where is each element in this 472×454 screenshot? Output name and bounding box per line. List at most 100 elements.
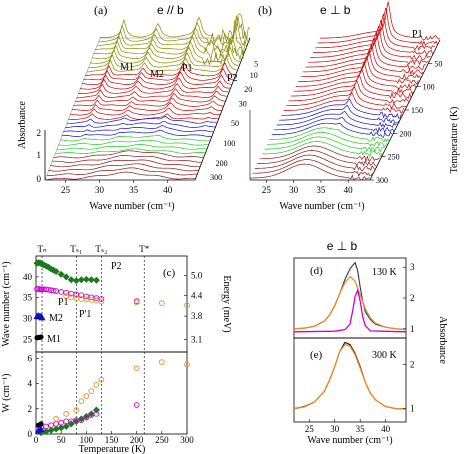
panel-a-spectrum-line <box>73 97 224 107</box>
data-point <box>38 313 46 321</box>
peak-label-p2: P2 <box>227 73 238 84</box>
data-point <box>93 410 100 417</box>
panel-b-spectrum-line <box>310 26 431 61</box>
panel-b-spectrum-line <box>262 141 383 158</box>
data-point <box>58 419 65 426</box>
data-point <box>83 296 90 303</box>
series-label-m2: M2 <box>49 313 63 324</box>
data-point <box>42 427 50 435</box>
panel-a-spectrum-line <box>76 88 227 99</box>
panel-b-spectrum-line <box>271 122 392 138</box>
panel-a-spectra <box>44 13 251 181</box>
panel-a-spectrum-line <box>46 167 197 176</box>
series-label-p1prime: P'1 <box>79 309 91 320</box>
data-point <box>133 365 140 372</box>
panel-a-spectrum-line <box>81 71 232 85</box>
panel-c-top-ytick: 40 <box>23 272 33 282</box>
panel-a-spectrum-line <box>88 51 239 69</box>
data-point <box>38 421 44 427</box>
panel-c-bottom-points <box>35 359 190 437</box>
data-point <box>83 393 90 400</box>
panel-b-label: (b) <box>258 3 272 17</box>
panel-b-spectrum-line <box>269 127 390 143</box>
panel-a-spectrum-line <box>78 83 229 94</box>
panel-b-temp-tick-250: 250 <box>388 153 400 162</box>
data-point <box>98 296 105 302</box>
panel-c-ylabel-right: Energy (meV) <box>221 275 232 332</box>
panel-e-ytick: 2 <box>410 360 415 370</box>
series-label-p2: P2 <box>111 261 122 272</box>
panel-c-right-ytick: 5.0 <box>191 271 203 281</box>
panel-b-spectrum-line <box>293 67 414 95</box>
panel-b-spectrum-line <box>279 104 400 124</box>
panel-b-spectrum-line <box>252 159 373 177</box>
data-point <box>82 275 90 283</box>
transition-label: T* <box>139 244 149 254</box>
panel-b-spectrum-line <box>305 37 426 70</box>
data-point <box>62 422 70 430</box>
panel-a-temp-tick-20: 20 <box>244 85 252 94</box>
panel-a-spectrum-line <box>89 45 241 64</box>
series-label-p1: P1 <box>58 297 69 308</box>
panel-b-xticks: 25 30 35 40 <box>262 180 353 195</box>
data-point <box>52 425 60 433</box>
data-point <box>78 417 85 423</box>
panel-a-spectrum-line <box>98 16 249 46</box>
data-point <box>92 276 100 284</box>
panel-a-spectrum-line <box>59 135 211 142</box>
panel-de-xtick: 30 <box>330 424 340 434</box>
data-point <box>62 273 70 281</box>
panel-a-spectrum-line <box>53 150 204 159</box>
panel-a-temp-tick-50: 50 <box>231 119 239 128</box>
panel-b-spectrum-line <box>250 163 371 181</box>
data-point <box>78 398 85 405</box>
transition-label: Tₙ <box>37 244 46 254</box>
panel-d-spectra <box>293 261 407 333</box>
panel-b-spectrum-line <box>291 73 412 100</box>
panel-b-temp-tick-50: 50 <box>434 59 442 68</box>
data-point <box>88 412 95 418</box>
panel-c-top-ticks: Tₙ Tₛ₁ Tₛ₂ T* <box>37 244 149 254</box>
panel-b-title: e ⊥ b <box>320 3 351 17</box>
panel-c-top-ytick: 30 <box>23 314 33 324</box>
panel-a-spectrum-line <box>66 115 217 125</box>
data-point <box>87 410 95 418</box>
panel-b-temp-ticks: 50 100 150 200 250 300 <box>370 59 442 185</box>
panel-d-temp: 130 K <box>372 267 398 278</box>
data-point <box>83 414 90 421</box>
panel-b-temp-tick-200: 200 <box>399 129 411 138</box>
panel-e-temp: 300 K <box>372 350 398 361</box>
data-point <box>93 381 100 388</box>
panel-a-xtick-25: 25 <box>61 185 71 195</box>
panel-a-spectrum-line <box>69 107 221 116</box>
panel-a-ytick-2: 2 <box>37 128 42 138</box>
data-point <box>88 388 95 394</box>
panel-a-spectrum-line <box>83 66 234 81</box>
panel-b-spectrum-line <box>315 13 436 51</box>
panel-c-xtick: 150 <box>105 435 119 445</box>
data-point <box>43 423 49 430</box>
panel-b-spectrum-line <box>276 110 397 128</box>
data-point <box>77 276 85 284</box>
data-point <box>158 300 165 307</box>
data-point <box>133 299 140 306</box>
panel-c-xtick: 300 <box>180 435 194 445</box>
data-point <box>158 359 165 365</box>
panel-c-bottom-ytick: 2 <box>28 404 33 414</box>
data-point <box>133 402 140 408</box>
panel-a-spectrum-line <box>74 93 226 103</box>
panel-b-spectra <box>250 1 441 181</box>
panel-a-xlabel: Wave number (cm⁻¹) <box>89 201 174 212</box>
panel-c-label: (c) <box>163 267 176 279</box>
spectrum-fit <box>293 343 406 410</box>
panel-b-spectrum-line <box>312 20 434 56</box>
panel-d-label: (d) <box>310 265 323 277</box>
data-point <box>57 424 65 432</box>
panel-c-ylabel-top: Wave number (cm⁻¹) <box>1 261 12 346</box>
panel-a-spectrum-line <box>61 129 212 138</box>
peak-label-m2: M2 <box>150 69 164 80</box>
panel-b-xtick-30: 30 <box>289 185 299 195</box>
panel-de-xlabel: Wave number (cm⁻¹) <box>307 435 392 446</box>
panel-b-temp-tick-300: 300 <box>376 176 388 185</box>
panel-a-spectrum-line <box>93 35 244 62</box>
